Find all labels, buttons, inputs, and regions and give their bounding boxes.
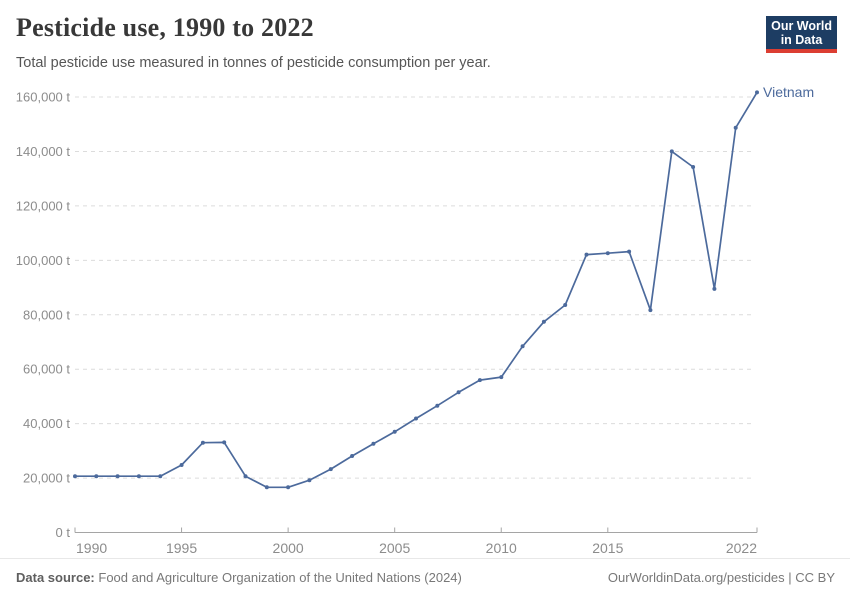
y-tick-label: 60,000 t bbox=[23, 362, 70, 377]
owid-logo[interactable]: Our World in Data bbox=[766, 16, 837, 53]
data-point[interactable] bbox=[499, 375, 504, 380]
y-tick-label: 120,000 t bbox=[16, 198, 71, 213]
y-tick-label: 100,000 t bbox=[16, 253, 71, 268]
y-tick-label: 0 t bbox=[56, 525, 71, 540]
data-point[interactable] bbox=[733, 125, 738, 130]
data-point[interactable] bbox=[222, 440, 227, 445]
credit-link[interactable]: OurWorldinData.org/pesticides | CC BY bbox=[607, 570, 835, 585]
data-point[interactable] bbox=[691, 165, 696, 169]
data-point[interactable] bbox=[414, 416, 418, 421]
page-title: Pesticide use, 1990 to 2022 bbox=[16, 13, 314, 42]
y-tick-label: 80,000 t bbox=[23, 307, 70, 322]
x-tick-label: 2022 bbox=[726, 540, 757, 556]
data-point[interactable] bbox=[648, 308, 653, 313]
data-source-text: Food and Agriculture Organization of the… bbox=[98, 570, 462, 585]
data-point[interactable] bbox=[627, 249, 632, 254]
data-point[interactable] bbox=[115, 474, 120, 479]
x-tick-label: 1990 bbox=[76, 540, 107, 556]
data-point[interactable] bbox=[435, 403, 440, 408]
x-tick-label: 2000 bbox=[273, 540, 304, 556]
data-point[interactable] bbox=[264, 485, 269, 490]
x-tick-label: 2015 bbox=[592, 540, 623, 556]
owid-logo-line2: in Data bbox=[780, 33, 823, 47]
data-point[interactable] bbox=[712, 286, 717, 291]
series-label[interactable]: Vietnam bbox=[763, 84, 814, 100]
data-point[interactable] bbox=[158, 474, 163, 479]
data-point[interactable] bbox=[179, 463, 184, 467]
data-point[interactable] bbox=[200, 440, 205, 445]
data-point[interactable] bbox=[456, 390, 461, 395]
x-tick-label: 2010 bbox=[486, 540, 517, 556]
data-point[interactable] bbox=[371, 441, 376, 446]
data-source: Data source: Food and Agriculture Organi… bbox=[16, 570, 462, 585]
data-point[interactable] bbox=[755, 90, 759, 95]
data-point[interactable] bbox=[520, 344, 525, 349]
data-point[interactable] bbox=[136, 474, 141, 479]
x-tick-label: 1995 bbox=[166, 540, 197, 556]
data-point[interactable] bbox=[328, 467, 333, 472]
data-point[interactable] bbox=[541, 319, 546, 324]
chart-subtitle: Total pesticide use measured in tonnes o… bbox=[16, 55, 491, 71]
data-point[interactable] bbox=[605, 251, 610, 256]
y-tick-label: 160,000 t bbox=[16, 90, 71, 105]
data-point[interactable] bbox=[477, 378, 482, 383]
data-point[interactable] bbox=[94, 474, 99, 479]
chart-footer: Data source: Food and Agriculture Organi… bbox=[0, 558, 850, 599]
data-point[interactable] bbox=[669, 149, 674, 154]
data-point[interactable] bbox=[584, 252, 589, 257]
data-point[interactable] bbox=[286, 485, 291, 490]
data-point[interactable] bbox=[307, 478, 312, 483]
data-source-label: Data source: bbox=[16, 570, 95, 585]
x-tick-label: 2005 bbox=[379, 540, 410, 556]
y-tick-label: 20,000 t bbox=[23, 471, 70, 486]
data-point[interactable] bbox=[243, 474, 248, 479]
owid-logo-line1: Our World bbox=[771, 19, 832, 33]
data-point[interactable] bbox=[392, 429, 397, 434]
data-point[interactable] bbox=[73, 474, 77, 479]
y-tick-label: 140,000 t bbox=[16, 144, 71, 159]
y-tick-label: 40,000 t bbox=[23, 416, 70, 431]
data-point[interactable] bbox=[350, 454, 355, 458]
data-point[interactable] bbox=[563, 303, 568, 307]
